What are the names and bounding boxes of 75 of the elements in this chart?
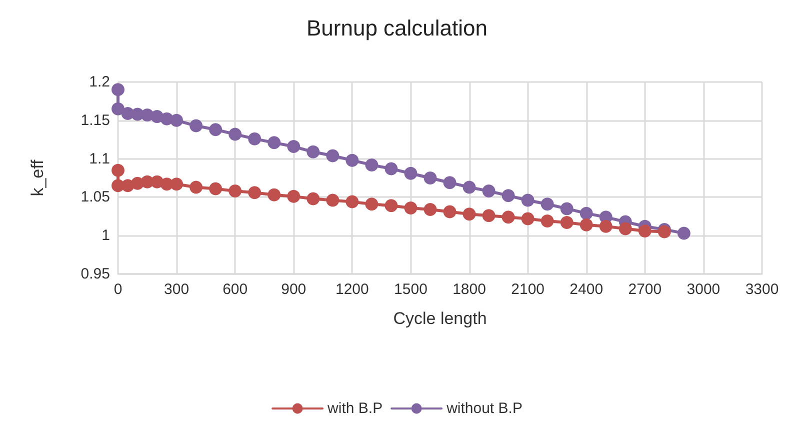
point <box>346 195 359 208</box>
point <box>190 119 203 132</box>
point <box>404 166 418 180</box>
y-tick-label: 1.15 <box>80 112 110 129</box>
point <box>482 209 496 222</box>
legend-label: with B.P <box>326 400 383 417</box>
x-axis-title: Cycle length <box>393 309 487 328</box>
point <box>540 214 554 228</box>
point <box>521 212 534 226</box>
point <box>365 198 378 211</box>
x-tick-label: 2400 <box>570 281 604 298</box>
point <box>560 202 574 216</box>
point <box>443 205 456 218</box>
point <box>384 199 398 212</box>
point <box>677 226 690 240</box>
x-tick-label: 0 <box>114 281 122 298</box>
point <box>248 132 262 146</box>
point <box>424 202 437 216</box>
x-tick-label: 1500 <box>394 281 428 298</box>
point <box>365 158 378 172</box>
point <box>384 162 398 176</box>
y-tick-label: 0.95 <box>80 266 110 282</box>
point <box>638 224 652 238</box>
point <box>170 178 184 191</box>
point <box>112 83 124 96</box>
point <box>190 180 203 194</box>
x-tick-label: 300 <box>164 281 190 298</box>
point <box>346 154 359 167</box>
x-tick-label: 2100 <box>511 281 545 298</box>
point <box>540 198 554 211</box>
x-tick-label: 1800 <box>452 281 486 298</box>
y-tick-label: 1 <box>102 227 110 244</box>
point <box>268 136 281 150</box>
point <box>424 172 437 184</box>
x-tick-label: 2700 <box>628 281 662 298</box>
point <box>306 192 320 206</box>
x-tick-label: 3300 <box>745 281 779 298</box>
point <box>599 220 612 233</box>
point <box>268 188 281 202</box>
legend-label: without B.P <box>446 400 522 417</box>
point <box>502 189 515 202</box>
point <box>462 208 476 221</box>
point <box>209 123 222 136</box>
point <box>287 140 300 154</box>
point <box>580 218 593 232</box>
y-axis-title: k_eff <box>28 159 47 196</box>
point <box>443 176 456 190</box>
x-tick-label: 900 <box>281 281 306 298</box>
chart-title: Burnup calculation <box>306 16 488 40</box>
point <box>228 128 242 141</box>
point <box>462 180 476 194</box>
x-tick-label: 600 <box>222 281 248 298</box>
point <box>580 206 593 220</box>
point <box>521 194 534 207</box>
point <box>658 225 671 238</box>
point <box>170 114 184 127</box>
point <box>618 222 632 236</box>
y-tick-label: 1.2 <box>89 74 110 90</box>
point <box>112 102 124 116</box>
point <box>248 186 262 200</box>
point <box>502 210 515 224</box>
point <box>209 182 222 196</box>
point <box>482 184 496 198</box>
point <box>287 190 300 203</box>
point <box>560 216 574 230</box>
point <box>404 201 418 214</box>
y-tick-label: 1.1 <box>89 150 110 168</box>
point <box>306 145 320 158</box>
x-tick-label: 3000 <box>686 281 720 298</box>
point <box>326 194 340 207</box>
y-tick-label: 1.05 <box>80 188 110 206</box>
x-tick-label: 1200 <box>335 281 369 298</box>
point <box>112 164 124 177</box>
point <box>326 149 340 162</box>
point <box>228 184 242 198</box>
